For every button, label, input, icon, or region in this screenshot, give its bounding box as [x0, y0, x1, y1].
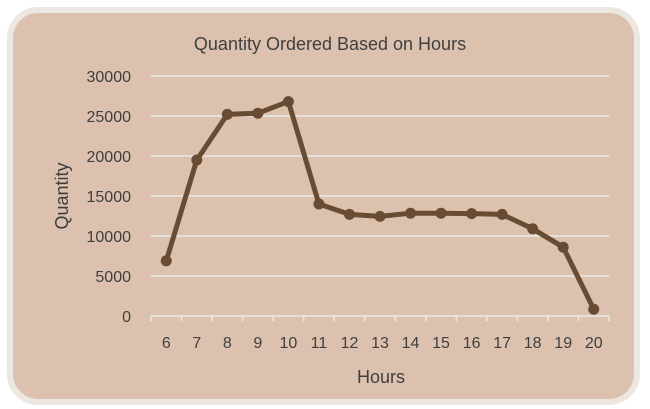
gridlines — [151, 75, 609, 277]
y-tick-label: 20000 — [87, 149, 132, 166]
x-tick-label: 15 — [432, 335, 450, 352]
chart-title: Quantity Ordered Based on Hours — [194, 34, 466, 54]
x-tick-label: 6 — [162, 335, 171, 352]
x-tick-label: 20 — [585, 335, 603, 352]
x-tick-label: 17 — [493, 335, 511, 352]
data-point — [282, 96, 294, 108]
data-point — [252, 107, 264, 119]
data-point — [221, 108, 233, 120]
data-point — [405, 207, 417, 219]
y-axis-label: Quantity — [52, 162, 72, 229]
x-tick-label: 13 — [371, 335, 389, 352]
data-point — [557, 241, 569, 253]
x-axis: 6 7 8 9 10 11 12 13 14 15 16 17 18 19 20 — [150, 315, 610, 352]
data-point — [160, 255, 172, 267]
y-axis: 0 5000 10000 15000 20000 25000 30000 — [87, 69, 132, 326]
y-tick-label: 0 — [122, 309, 131, 326]
x-tick-label: 7 — [192, 335, 201, 352]
series-layer — [160, 96, 600, 315]
x-tick-label: 8 — [223, 335, 232, 352]
x-tick-label: 16 — [463, 335, 481, 352]
data-point — [496, 208, 508, 220]
data-point — [527, 223, 539, 235]
y-tick-label: 15000 — [87, 189, 132, 206]
x-tick-label: 11 — [311, 335, 328, 352]
y-tick-label: 25000 — [87, 109, 132, 126]
x-axis-label: Hours — [357, 367, 405, 387]
x-tick-label: 9 — [253, 335, 262, 352]
y-tick-label: 30000 — [87, 69, 132, 86]
data-point — [588, 303, 600, 315]
x-tick-label: 14 — [402, 335, 420, 352]
x-tick-label: 10 — [280, 335, 298, 352]
x-tick-label: 18 — [524, 335, 542, 352]
x-tick-label: 19 — [554, 335, 572, 352]
data-point — [191, 154, 203, 166]
data-point — [374, 210, 386, 222]
y-tick-label: 10000 — [87, 229, 132, 246]
data-point — [435, 207, 447, 219]
x-tick-label: 12 — [341, 335, 359, 352]
data-point — [466, 208, 478, 220]
data-point — [343, 208, 355, 220]
data-point — [313, 198, 325, 210]
y-tick-label: 5000 — [95, 269, 131, 286]
